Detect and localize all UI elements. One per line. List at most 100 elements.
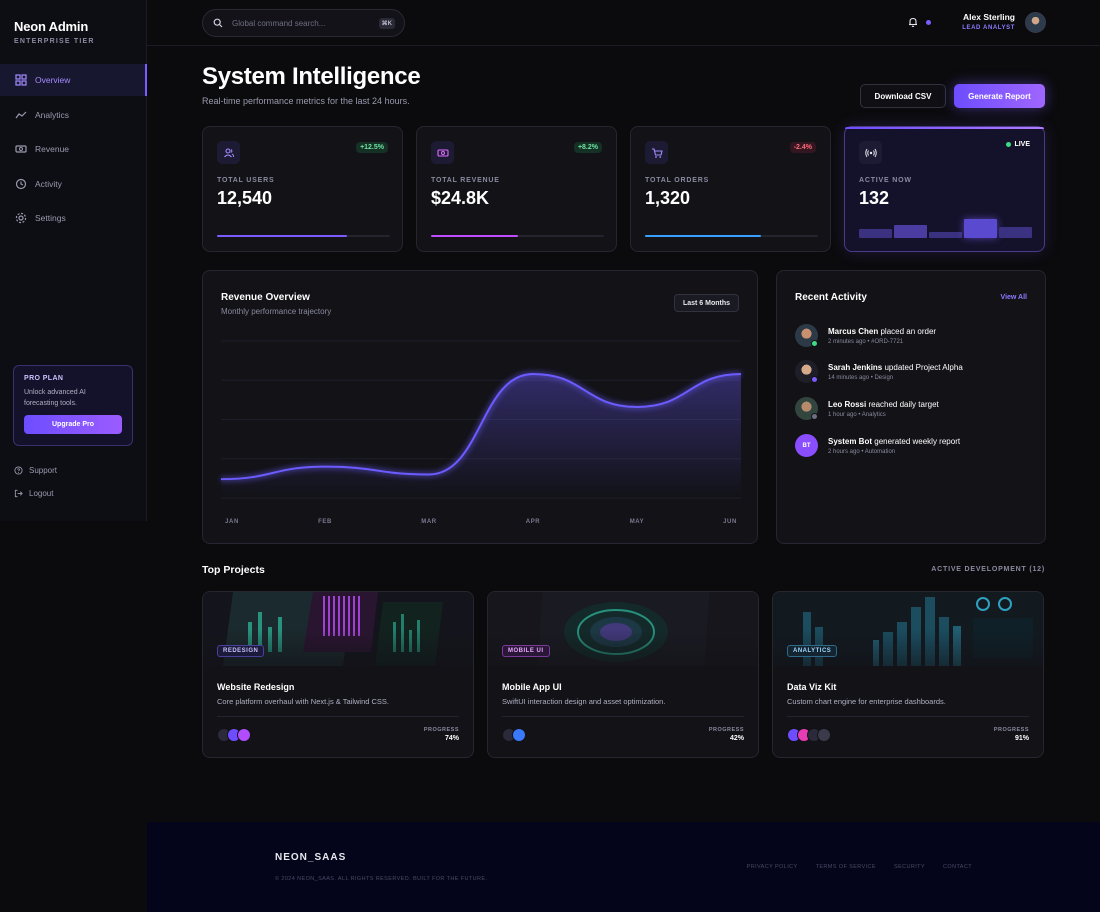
money-icon	[15, 145, 27, 153]
progress-track	[645, 235, 818, 237]
activity-item[interactable]: Sarah Jenkins updated Project Alpha 14 m…	[795, 360, 1035, 388]
phone-illustration	[488, 592, 758, 666]
search-icon	[213, 18, 223, 28]
sidebar-item-revenue[interactable]: Revenue	[0, 133, 147, 165]
shortcut-hint: ⌘K	[378, 18, 395, 29]
upgrade-pro-button[interactable]: Upgrade Pro	[24, 415, 122, 434]
money-icon	[436, 148, 449, 157]
progress-label: PROGRESS	[423, 727, 459, 733]
activity-item[interactable]: Marcus Chen placed an order 2 minutes ag…	[795, 324, 1035, 352]
status-dot	[811, 376, 818, 383]
x-tick-label: JAN	[225, 519, 239, 525]
activity-text: Marcus Chen placed an order	[828, 327, 936, 336]
page-title: System Intelligence	[202, 63, 421, 90]
activity-action: reached daily target	[868, 400, 939, 409]
user-info[interactable]: Alex Sterling LEAD ANALYST	[962, 12, 1015, 31]
stat-card-orders: -2.4% TOTAL ORDERS 1,320	[630, 126, 831, 252]
logout-label: Logout	[29, 488, 54, 498]
stat-value: 132	[859, 188, 890, 208]
projects-count[interactable]: ACTIVE DEVELOPMENT (12)	[931, 566, 1045, 573]
status-dot	[811, 340, 818, 347]
sidebar-item-label: Activity	[35, 178, 62, 189]
sidebar-item-activity[interactable]: Activity	[0, 168, 147, 200]
view-all-link[interactable]: View All	[1000, 294, 1027, 301]
stat-value: 12,540	[217, 188, 273, 208]
users-icon-wrap	[217, 141, 240, 164]
pro-plan-card: PRO PLAN Unlock advanced AI forecasting …	[13, 365, 133, 446]
activity-action: updated Project Alpha	[884, 363, 963, 372]
generate-report-button[interactable]: Generate Report	[954, 84, 1045, 108]
search-input[interactable]	[232, 18, 362, 28]
member-avatars	[217, 728, 251, 742]
revenue-icon-wrap	[431, 141, 454, 164]
sidebar-item-settings[interactable]: Settings	[0, 202, 147, 234]
activity-text: System Bot generated weekly report	[828, 437, 960, 446]
spark-bar	[859, 229, 892, 238]
x-tick-label: FEB	[318, 519, 332, 525]
x-tick-label: MAY	[630, 519, 645, 525]
activity-sparkline	[859, 215, 1032, 238]
project-card[interactable]: REDESIGN Website Redesign Core platform …	[202, 591, 474, 758]
stat-value: $24.8K	[431, 188, 490, 208]
activity-user: Sarah Jenkins	[828, 363, 883, 372]
live-label: LIVE	[1014, 141, 1030, 148]
project-tag: REDESIGN	[217, 645, 265, 657]
footer-link-contact[interactable]: CONTACT	[943, 864, 972, 870]
sidebar-item-analytics[interactable]: Analytics	[0, 99, 147, 131]
range-selector[interactable]: Last 6 Months	[673, 294, 739, 312]
stat-card-active: LIVE ACTIVE NOW 132	[844, 126, 1045, 252]
progress-label: PROGRESS	[993, 727, 1029, 733]
spark-bar	[964, 219, 997, 238]
live-badge: LIVE	[1006, 141, 1030, 148]
footer-link-terms[interactable]: TERMS OF SERVICE	[815, 864, 876, 870]
search-box[interactable]: ⌘K	[202, 9, 405, 37]
support-link[interactable]: Support	[14, 465, 57, 475]
footer-link-security[interactable]: SECURITY	[894, 864, 926, 870]
project-name: Mobile App UI	[502, 682, 562, 692]
logout-link[interactable]: Logout	[14, 488, 57, 498]
top-bar: ⌘K Alex Sterling LEAD ANALYST	[147, 0, 1100, 46]
activity-user: System Bot	[828, 437, 873, 446]
support-label: Support	[29, 465, 58, 475]
activity-meta: 14 minutes ago • Design	[828, 375, 894, 381]
pro-plan-desc: Unlock advanced AI forecasting tools.	[24, 389, 86, 407]
stat-label: TOTAL USERS	[217, 177, 275, 184]
card-title: Recent Activity	[795, 292, 867, 303]
divider	[787, 716, 1029, 717]
sidebar: Neon Admin ENTERPRISE TIER Overview Anal…	[0, 0, 147, 521]
user-name: Alex Sterling	[963, 12, 1015, 22]
sidebar-item-overview[interactable]: Overview	[0, 64, 147, 96]
revenue-overview-card: Revenue Overview Monthly performance tra…	[202, 270, 758, 544]
project-card[interactable]: MOBILE UI Mobile App UI SwiftUI interact…	[487, 591, 759, 758]
activity-item[interactable]: BT System Bot generated weekly report 2 …	[795, 434, 1035, 462]
bell-icon[interactable]	[907, 16, 919, 28]
footer-copyright: © 2024 NEON_SAAS. ALL RIGHTS RESERVED. B…	[275, 876, 488, 882]
activity-item[interactable]: Leo Rossi reached daily target 1 hour ag…	[795, 397, 1035, 425]
page-subtitle: Real-time performance metrics for the la…	[202, 96, 410, 106]
history-icon	[15, 178, 27, 189]
activity-text: Leo Rossi reached daily target	[828, 400, 939, 409]
brand: Neon Admin ENTERPRISE TIER	[14, 19, 95, 45]
activity-user: Leo Rossi	[828, 400, 867, 409]
activity-action: placed an order	[880, 327, 937, 336]
project-card[interactable]: ANALYTICS Data Viz Kit Custom chart engi…	[772, 591, 1044, 758]
avatar	[512, 728, 526, 742]
project-name: Website Redesign	[217, 682, 295, 692]
progress-fill	[645, 235, 761, 237]
stat-value: 1,320	[645, 188, 691, 208]
avatar[interactable]	[1025, 12, 1046, 33]
spark-bar	[894, 225, 927, 238]
project-desc: Core platform overhaul with Next.js & Ta…	[217, 697, 390, 706]
member-avatars	[502, 728, 526, 742]
footer-link-privacy[interactable]: PRIVACY POLICY	[746, 864, 798, 870]
x-tick-label: JUN	[723, 519, 737, 525]
download-csv-button[interactable]: Download CSV	[860, 84, 946, 108]
stat-card-users: +12.5% TOTAL USERS 12,540	[202, 126, 403, 252]
activity-action: generated weekly report	[874, 437, 961, 446]
divider	[217, 716, 459, 717]
broadcast-icon	[864, 148, 877, 157]
project-tag: MOBILE UI	[502, 645, 550, 657]
gear-icon	[15, 212, 27, 224]
project-desc: SwiftUI interaction design and asset opt…	[502, 697, 666, 706]
orders-icon-wrap	[645, 141, 668, 164]
